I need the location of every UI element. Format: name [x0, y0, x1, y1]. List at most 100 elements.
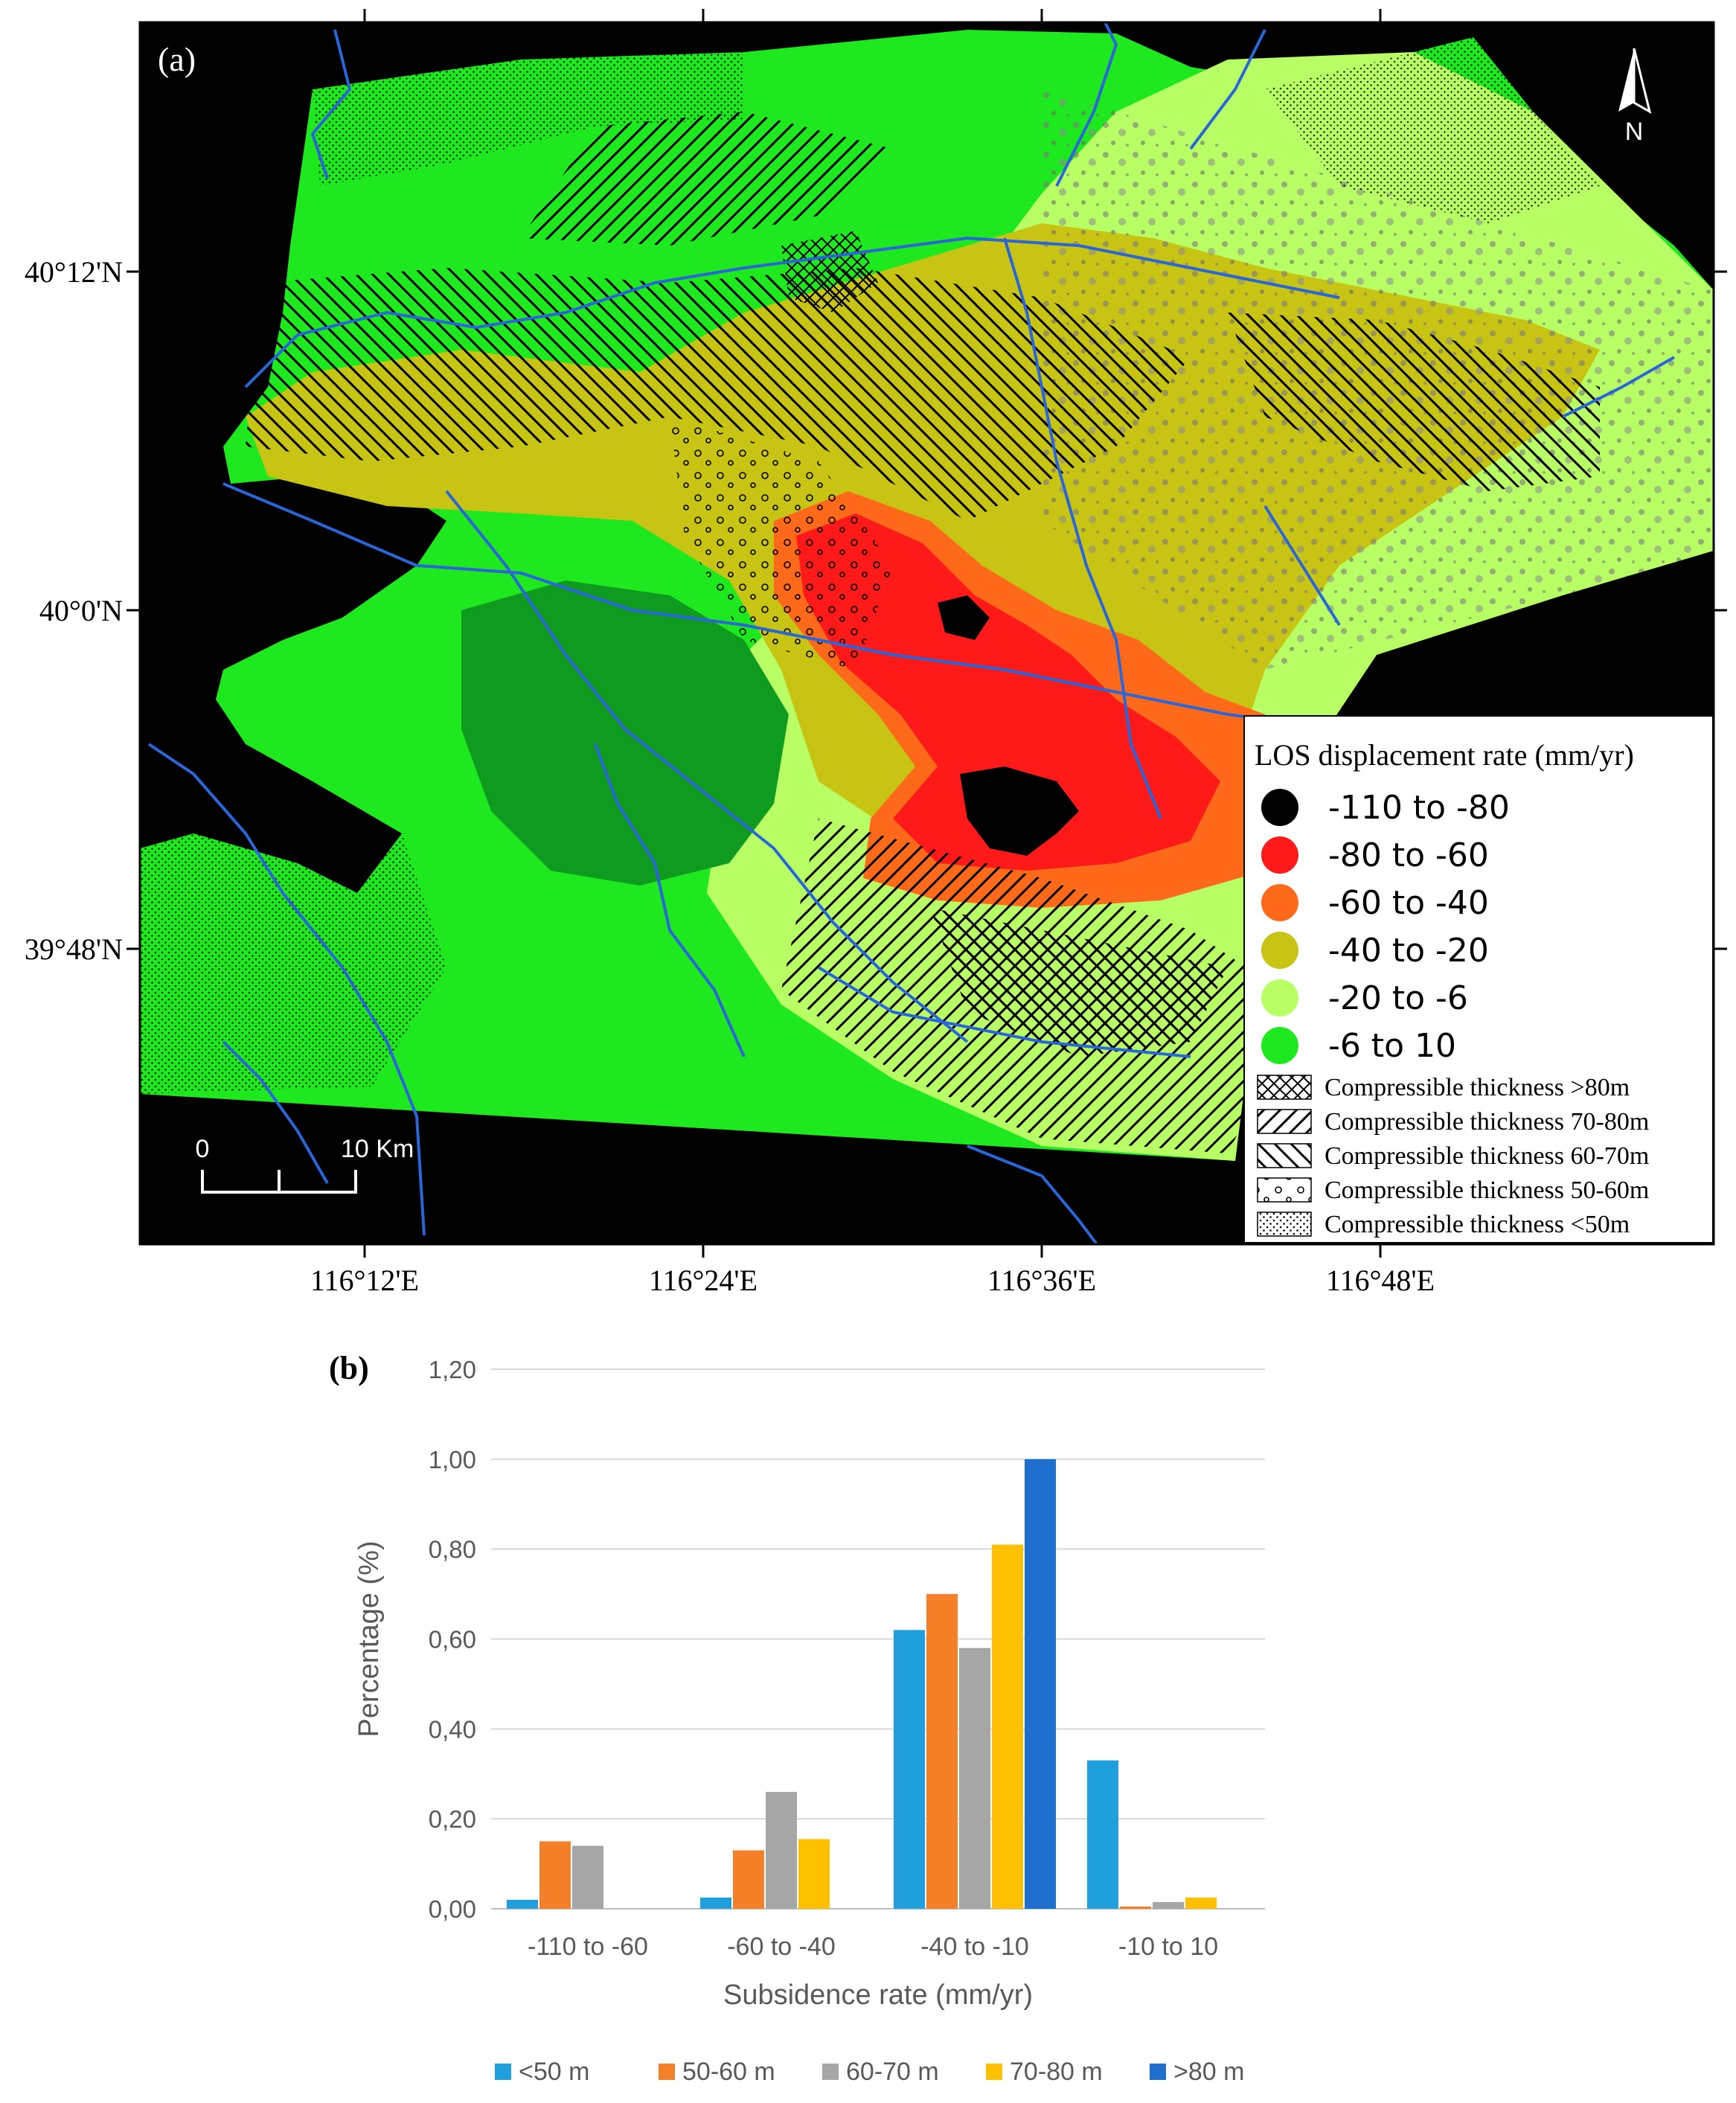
legend-label: 70-80 m — [1010, 2058, 1103, 2086]
bar-3-3 — [1185, 1897, 1217, 1909]
latitude-label: 39°48'N — [25, 932, 123, 966]
y-tick-label: 0,80 — [429, 1536, 476, 1563]
legend-thickness-label: Compressible thickness 70-80m — [1325, 1108, 1649, 1136]
chart-y-axis-label: Percentage (%) — [353, 1540, 385, 1737]
legend-rate-label: -20 to -6 — [1328, 979, 1468, 1017]
scale-bar-zero: 0 — [196, 1135, 210, 1163]
bar-0-1 — [539, 1841, 571, 1909]
subsidence-bar-chart: (b) 0,00 0,20 0,40 0,60 0,80 1,00 1,20 -110 to… — [313, 1328, 1409, 2103]
panel-a-label: (a) — [158, 40, 196, 78]
legend-rate-label: -80 to -60 — [1328, 836, 1489, 874]
legend-thickness-label: Compressible thickness 50-60m — [1325, 1177, 1649, 1204]
y-tick-label: 1,20 — [429, 1356, 476, 1383]
scale-bar: 0 10 Km — [196, 1135, 414, 1194]
legend-thickness-label: Compressible thickness 60-70m — [1325, 1142, 1649, 1170]
hatch-zone-60-70m — [246, 268, 1191, 521]
hatch-zone-circles — [670, 417, 893, 670]
x-tick-label: -60 to -40 — [727, 1933, 836, 1961]
legend-color-swatch — [1261, 1027, 1298, 1064]
bar-1-1 — [733, 1850, 764, 1909]
north-arrow-icon: N — [1618, 48, 1652, 146]
legend-swatch — [822, 2064, 839, 2080]
map-frame — [138, 21, 1715, 1246]
bar-3-1 — [1120, 1906, 1151, 1909]
severe-subsidence-core — [960, 766, 1079, 856]
bar-2-0 — [894, 1630, 925, 1909]
dark-green-urban-zone — [461, 580, 789, 886]
legend-swatch — [1150, 2064, 1166, 2080]
chart-bars — [507, 1459, 1217, 1909]
legend-label: <50 m — [519, 2058, 589, 2086]
severe-subsidence-core — [938, 595, 990, 640]
legend-pattern-swatch — [1257, 1143, 1312, 1168]
legend-rate-label: -60 to -40 — [1328, 884, 1489, 922]
y-tick-label: 1,00 — [429, 1446, 476, 1473]
legend-label: >80 m — [1173, 2058, 1244, 2086]
hatch-zone-over-80m — [781, 231, 878, 313]
legend-rate-label: -40 to -20 — [1328, 932, 1489, 970]
bar-1-0 — [700, 1897, 731, 1909]
bar-2-2 — [959, 1648, 990, 1909]
x-tick-label: -40 to -10 — [920, 1933, 1029, 1961]
legend-pattern-swatch — [1257, 1177, 1312, 1203]
bar-1-3 — [798, 1839, 830, 1909]
legend-color-swatch — [1261, 979, 1298, 1017]
bar-2-3 — [992, 1544, 1023, 1909]
longitude-label: 116°12'E — [310, 1264, 419, 1297]
chart-y-tick-labels: 0,00 0,20 0,40 0,60 0,80 1,00 1,20 — [429, 1356, 476, 1923]
chart-legend: <50 m 50-60 m 60-70 m 70-80 m >80 m — [495, 2058, 1244, 2086]
displacement-map-figure: (a) N 0 10 Km 40°12'N 40°0'N 39°48'N 116°1… — [25, 9, 1727, 1297]
legend-rate-label: -6 to 10 — [1328, 1027, 1456, 1065]
bar-2-4 — [1025, 1459, 1056, 1909]
hatch-zone-dots-east — [1265, 37, 1600, 223]
legend-rate-classes: -110 to -80 -80 to -60 -60 to -40 -40 to -2… — [1261, 789, 1510, 1065]
legend-swatch — [659, 2064, 675, 2080]
legend-thickness-label: Compressible thickness >80m — [1325, 1074, 1630, 1101]
map-content — [140, 22, 1714, 1244]
legend-label: 60-70 m — [846, 2058, 939, 2086]
map-axis-ticks — [126, 9, 1727, 1258]
bar-3-2 — [1153, 1901, 1184, 1909]
y-tick-label: 0,20 — [429, 1805, 476, 1833]
hatch-zone-dots-west — [140, 833, 446, 1094]
longitude-labels: 116°12'E 116°24'E 116°36'E 116°48'E — [310, 1264, 1435, 1297]
rivers — [147, 22, 1675, 1244]
legend-color-swatch — [1261, 789, 1298, 826]
legend-color-swatch — [1261, 884, 1298, 921]
x-tick-label: -10 to 10 — [1118, 1933, 1218, 1961]
hatch-zone-60-70m-south — [930, 908, 1228, 1057]
bar-0-2 — [572, 1846, 603, 1909]
legend-pattern-swatch — [1257, 1109, 1312, 1134]
hatch-zone-70-80m — [521, 112, 893, 246]
north-arrow-label: N — [1625, 118, 1644, 146]
longitude-label: 116°48'E — [1326, 1264, 1435, 1297]
hatch-zone-dots-north — [313, 52, 744, 186]
longitude-label: 116°36'E — [987, 1264, 1096, 1297]
panel-b-label: (b) — [329, 1350, 369, 1386]
x-tick-label: -110 to -60 — [528, 1933, 648, 1961]
bar-3-0 — [1087, 1760, 1118, 1909]
longitude-label: 116°24'E — [649, 1264, 758, 1297]
latitude-labels: 40°12'N 40°0'N 39°48'N — [25, 255, 123, 966]
legend-title: LOS displacement rate (mm/yr) — [1255, 738, 1634, 772]
y-tick-label: 0,40 — [429, 1715, 476, 1743]
legend-box — [1243, 715, 1714, 1243]
legend-color-swatch — [1261, 836, 1298, 874]
chart-x-axis-label: Subsidence rate (mm/yr) — [723, 1979, 1033, 2011]
legend-swatch — [495, 2064, 511, 2080]
red-subsidence-zone — [796, 513, 1220, 871]
y-tick-label: 0,60 — [429, 1626, 476, 1654]
bar-0-0 — [507, 1899, 538, 1909]
chart-x-tick-labels: -110 to -60 -60 to -40 -40 to -10 -10 to 10 — [528, 1933, 1218, 1961]
legend-label: 50-60 m — [682, 2058, 775, 2086]
legend-swatch — [986, 2064, 1002, 2080]
chart-gridlines — [491, 1369, 1265, 1910]
y-tick-label: 0,00 — [429, 1895, 476, 1923]
legend-rate-label: -110 to -80 — [1328, 789, 1510, 827]
legend-thickness-classes: Compressible thickness >80m Compressible … — [1257, 1074, 1649, 1238]
scale-bar-end: 10 Km — [341, 1135, 414, 1163]
legend-color-swatch — [1261, 932, 1298, 969]
bar-2-1 — [926, 1594, 958, 1909]
hatch-zone-60-70m-east — [1228, 313, 1600, 491]
map-legend: LOS displacement rate (mm/yr) -110 to -8… — [1243, 715, 1714, 1243]
